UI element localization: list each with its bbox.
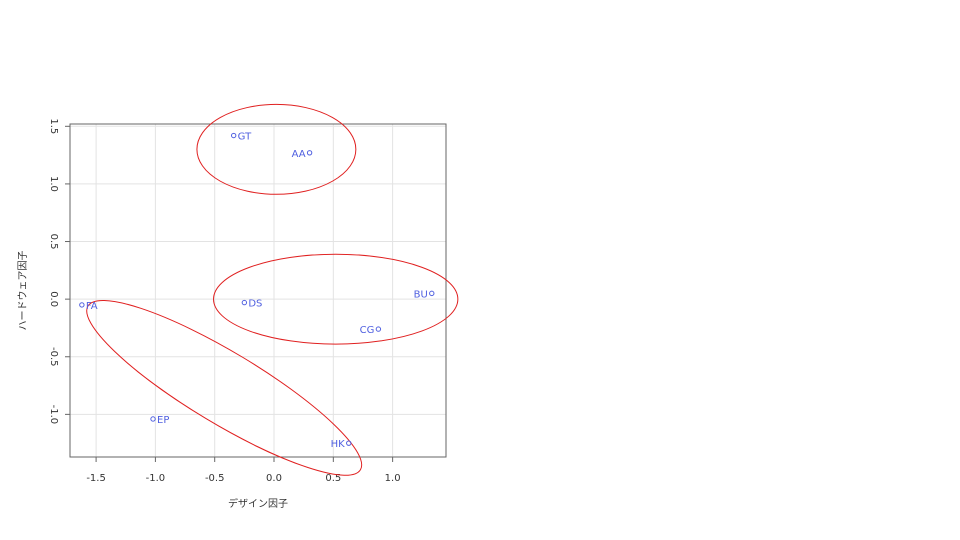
ellipse-group-top — [196, 103, 357, 195]
y-tick-label: 0.0 — [48, 291, 59, 307]
data-points: GT AA DS BU FA CG EP HK — [79, 132, 435, 450]
point-label-ep: EP — [157, 415, 169, 426]
point-marker-ep — [150, 416, 156, 422]
plot-frame — [69, 123, 447, 458]
point-marker-bu — [429, 290, 435, 297]
y-tick-label: -1.0 — [48, 405, 59, 425]
point-marker-hk — [346, 440, 352, 446]
y-tick-label: 1.0 — [48, 176, 59, 192]
point-marker-aa — [306, 150, 313, 156]
x-tick-label: 1.0 — [385, 473, 401, 484]
x-tick-label: 0.5 — [325, 473, 341, 484]
point-label-cg: CG — [360, 325, 375, 336]
point-marker-gt — [230, 132, 237, 139]
x-axis: -1.5 -1.0 -0.5 0.0 0.5 1.0 — [86, 457, 401, 484]
point-label-hk: HK — [331, 439, 346, 450]
y-axis: -1.0 -0.5 0.0 0.5 1.0 1.5 — [48, 118, 70, 424]
ellipse-group-middle — [213, 253, 459, 345]
y-tick-label: 1.5 — [48, 118, 59, 134]
x-tick-label: -1.0 — [146, 473, 166, 484]
point-marker-ds — [241, 299, 248, 306]
point-label-gt: GT — [238, 132, 252, 143]
point-marker-fa — [79, 302, 85, 308]
y-tick-label: -0.5 — [48, 347, 59, 367]
gridlines — [70, 124, 446, 457]
y-tick-label: 0.5 — [48, 234, 59, 250]
point-marker-cg — [375, 326, 382, 332]
point-label-aa: AA — [292, 149, 306, 160]
x-tick-label: -0.5 — [205, 473, 225, 484]
x-axis-title: デザイン因子 — [228, 497, 288, 510]
point-label-fa: FA — [86, 301, 98, 312]
y-axis-title: ハードウェア因子 — [17, 251, 29, 331]
x-tick-label: 0.0 — [266, 473, 282, 484]
ellipse-group-diagonal — [86, 299, 363, 476]
group-ellipses — [86, 103, 459, 476]
point-label-bu: BU — [414, 289, 428, 300]
x-tick-label: -1.5 — [86, 473, 106, 484]
point-label-ds: DS — [248, 299, 262, 310]
